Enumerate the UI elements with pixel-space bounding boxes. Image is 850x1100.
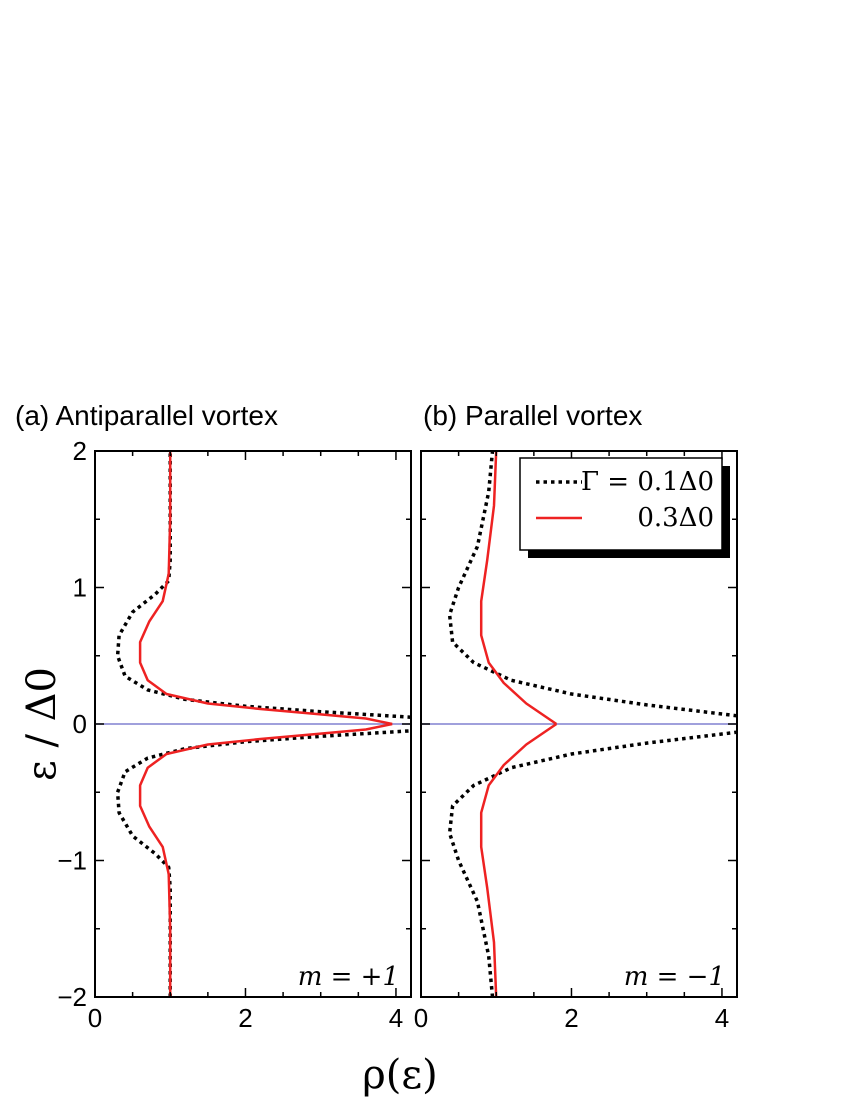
series-line-gamma-0-3-lower (479, 722, 558, 998)
panel-a-title: (a) Antiparallel vortex (15, 400, 278, 431)
y-tick-label: −2 (57, 982, 87, 1012)
x-tick-label: 0 (88, 1003, 102, 1033)
series-line-gamma-0-3-upper (479, 450, 558, 726)
panel-b-title: (b) Parallel vortex (423, 400, 642, 431)
x-tick-label: 4 (389, 1003, 403, 1033)
m-annotation: m = −1 (624, 962, 725, 992)
series-line-gamma-0-1-lower (115, 729, 412, 997)
panel-a: 0 2 4 −2 −1 0 1 2 m = +1 (57, 436, 412, 1033)
series-line-gamma-0-1-upper (115, 451, 412, 719)
x-tick-label: 2 (564, 1003, 578, 1033)
legend-label: 0.3Δ0 (637, 503, 714, 533)
y-tick-label: −1 (57, 846, 87, 876)
y-tick-label: 1 (73, 573, 87, 603)
x-tick-label: 4 (715, 1003, 729, 1033)
legend-box (519, 457, 723, 551)
legend-label: Γ = 0.1Δ0 (581, 467, 714, 497)
series-line-gamma-0-3-upper (138, 451, 393, 726)
series-line-gamma-0-3-lower (138, 722, 393, 997)
y-axis-label: ε / Δ0 (19, 667, 65, 781)
panel-b: 0 2 4 m = −1 Γ = 0.1Δ0 0.3Δ0 (414, 450, 738, 1033)
x-tick-label: 2 (238, 1003, 252, 1033)
x-axis-label: ρ(ε) (362, 1052, 437, 1098)
m-annotation: m = +1 (298, 962, 399, 992)
y-tick-label: 2 (73, 436, 87, 466)
series-line-gamma-0-1-lower (447, 730, 738, 998)
y-tick-label: 0 (73, 709, 87, 739)
x-tick-label: 0 (414, 1003, 428, 1033)
